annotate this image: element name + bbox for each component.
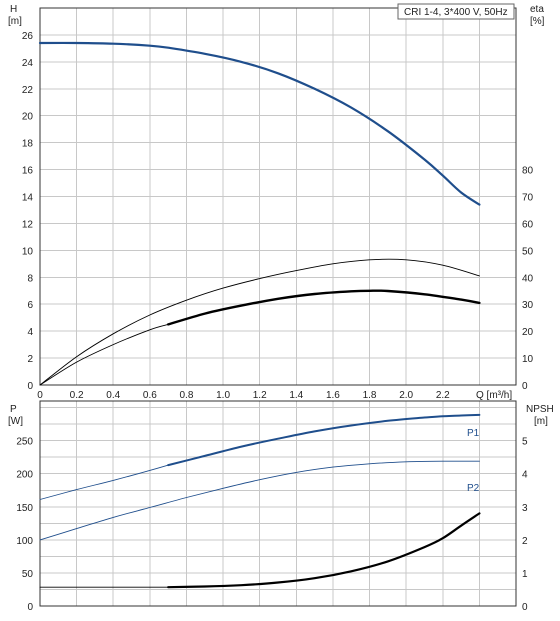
x-tick-label: 1.8 — [363, 390, 377, 401]
y-axis-label-right-bottom: NPSH — [526, 404, 554, 415]
x-tick-label: 0.6 — [143, 390, 157, 401]
bottom-panel-series — [39, 413, 481, 589]
y-right-tick-label: 3 — [522, 503, 528, 514]
y-axis-unit-left: [m] — [8, 16, 22, 27]
x-tick-label: 0 — [37, 390, 43, 401]
series-label-p2: P2 — [467, 483, 480, 494]
y-right-tick-label: 4 — [522, 470, 528, 481]
y-tick-label: 250 — [16, 437, 33, 448]
bottom-series-1 — [39, 464, 169, 500]
y-axis-unit-left-bottom: [W] — [8, 416, 23, 427]
bottom-panel-grid — [39, 401, 517, 607]
y-right-tick-label: 50 — [522, 246, 534, 257]
y-tick-label: 14 — [22, 193, 34, 204]
x-tick-label: 2.0 — [399, 390, 413, 401]
y-right-tick-label: 30 — [522, 300, 534, 311]
y-right-tick-label: 0 — [522, 602, 528, 613]
y-right-tick-label: 2 — [522, 536, 528, 547]
y-tick-label: 2 — [27, 354, 33, 365]
x-tick-label: 1.2 — [253, 390, 267, 401]
y-tick-label: 10 — [22, 246, 34, 257]
bottom-series-4 — [167, 512, 481, 589]
y-axis-label-right: eta — [530, 4, 544, 15]
bottom-series-2 — [39, 460, 480, 541]
bottom-panel-tick-labels: 0 50 100 150 200 250 0 1 2 3 4 5 — [16, 437, 528, 613]
y-tick-label: 6 — [27, 300, 33, 311]
bottom-panel-frame — [39, 400, 517, 607]
x-tick-label: 2.2 — [436, 390, 450, 401]
y-right-tick-label: 10 — [522, 354, 534, 365]
y-right-tick-label: 5 — [522, 437, 528, 448]
y-tick-label: 26 — [22, 31, 34, 42]
bottom-series-0 — [167, 413, 481, 467]
x-tick-label: 1.0 — [216, 390, 230, 401]
x-tick-label: 1.4 — [289, 390, 303, 401]
legend-box — [397, 3, 515, 20]
y-tick-label: 8 — [27, 273, 33, 284]
top-series-1 — [39, 258, 480, 386]
y-right-tick-label: 20 — [522, 327, 534, 338]
x-tick-label: 1.6 — [326, 390, 340, 401]
top-series-0 — [38, 41, 481, 206]
y-tick-label: 200 — [16, 470, 33, 481]
top-series-3 — [167, 289, 481, 326]
y-tick-label: 0 — [27, 602, 33, 613]
y-right-tick-label: 70 — [522, 193, 534, 204]
top-panel-grid — [39, 7, 517, 386]
y-tick-label: 12 — [22, 219, 34, 230]
y-axis-unit-right-bottom: [m] — [534, 416, 548, 427]
y-axis-unit-right: [%] — [530, 16, 545, 27]
y-tick-label: 0 — [27, 381, 33, 392]
y-right-tick-label: 40 — [522, 273, 534, 284]
y-axis-label-left-bottom: P — [10, 404, 17, 415]
x-tick-label: 0.2 — [70, 390, 84, 401]
x-axis-label: Q [m³/h] — [476, 390, 512, 401]
y-tick-label: 50 — [22, 569, 34, 580]
y-tick-label: 150 — [16, 503, 33, 514]
y-tick-label: 100 — [16, 536, 33, 547]
legend-text: CRI 1-4, 3*400 V, 50Hz — [404, 7, 508, 18]
y-tick-label: 24 — [22, 58, 34, 69]
series-label-p1: P1 — [467, 428, 480, 439]
y-right-tick-label: 1 — [522, 569, 528, 580]
y-tick-label: 22 — [22, 85, 34, 96]
y-tick-label: 16 — [22, 166, 34, 177]
y-tick-label: 4 — [27, 327, 33, 338]
y-tick-label: 18 — [22, 139, 34, 150]
y-tick-label: 20 — [22, 112, 34, 123]
y-right-tick-label: 80 — [522, 166, 534, 177]
top-series-2 — [39, 323, 169, 386]
y-right-tick-label: 0 — [522, 381, 528, 392]
y-right-tick-label: 60 — [522, 219, 534, 230]
top-panel-tick-labels: 0246810121416182022242601020304050607080… — [22, 31, 534, 401]
top-panel-frame — [39, 7, 517, 386]
x-tick-label: 0.8 — [180, 390, 194, 401]
y-axis-label-left: H — [10, 4, 17, 15]
top-panel-series — [38, 41, 481, 386]
x-tick-label: 0.4 — [106, 390, 120, 401]
